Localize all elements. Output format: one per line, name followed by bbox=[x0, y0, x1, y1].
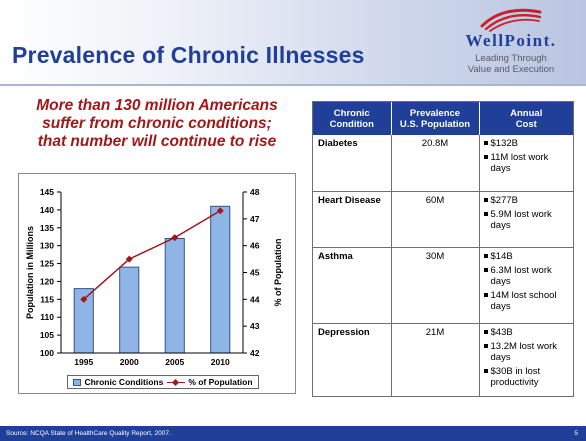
headline: More than 130 million Americans suffer f… bbox=[28, 97, 286, 151]
y-tick-label: 140 bbox=[40, 205, 54, 215]
headline-line: suffer from chronic conditions; bbox=[42, 115, 272, 132]
line-point-2000 bbox=[125, 255, 133, 263]
cost-item: $277B bbox=[483, 195, 570, 206]
line-point-1995 bbox=[80, 295, 88, 303]
cost-item: 5.9M lost work days bbox=[483, 209, 570, 231]
cost-item: $132B bbox=[483, 138, 570, 149]
source-note: Source: NCQA State of HealthCare Quality… bbox=[6, 430, 171, 437]
y2-tick-label: 46 bbox=[250, 241, 260, 251]
y2-tick-label: 42 bbox=[250, 348, 260, 358]
bar-2005 bbox=[164, 238, 185, 354]
table-row: Diabetes 20.8M $132B 11M lost work days bbox=[313, 135, 573, 192]
logo-tagline-line: Leading Through bbox=[475, 53, 547, 64]
x-tick-label: 2005 bbox=[165, 357, 184, 367]
logo-tagline-line: Value and Execution bbox=[467, 64, 555, 75]
series-line-percent-population bbox=[83, 210, 221, 300]
cost-item: $30B in lost productivity bbox=[483, 366, 570, 388]
cost-item: 6.3M lost work days bbox=[483, 265, 570, 287]
line-point-2010 bbox=[216, 207, 224, 215]
header-band bbox=[0, 0, 586, 84]
x-tick-label: 1995 bbox=[74, 357, 93, 367]
condition-cell: Diabetes bbox=[313, 135, 392, 192]
cost-cell: $43B 13.2M lost work days $30B in lost p… bbox=[479, 323, 573, 396]
x-tick-label: 2000 bbox=[120, 357, 139, 367]
condition-cell: Asthma bbox=[313, 247, 392, 324]
column-header-condition: Chronic Condition bbox=[313, 102, 392, 135]
header-line: Chronic bbox=[333, 107, 370, 119]
chart-legend: Chronic Conditions % of Population bbox=[67, 375, 259, 389]
logo-swoosh-icon bbox=[480, 8, 542, 32]
logo-tagline: Leading Through Value and Execution bbox=[446, 53, 576, 75]
x-tick-label: 2010 bbox=[211, 357, 230, 367]
cost-item: 13.2M lost work days bbox=[483, 341, 570, 363]
y-tick-label: 120 bbox=[40, 276, 54, 286]
y-tick-label: 100 bbox=[40, 348, 54, 358]
legend-line-marker-icon bbox=[167, 378, 186, 386]
legend-label: % of Population bbox=[188, 377, 253, 387]
y2-tick-label: 45 bbox=[250, 268, 260, 278]
headline-line: that number will continue to rise bbox=[37, 133, 277, 150]
chart-container: 100 105 110 115 120 125 130 135 140 145 42 43 44 45 46… bbox=[18, 173, 296, 394]
legend-bar-swatch-icon bbox=[73, 378, 82, 386]
y2-tick-label: 44 bbox=[250, 294, 260, 304]
bar-2010 bbox=[210, 205, 231, 354]
page-title: Prevalence of Chronic Illnesses bbox=[12, 42, 365, 68]
bar-2000 bbox=[119, 266, 140, 354]
prevalence-cell: 21M bbox=[391, 323, 480, 396]
chronic-conditions-table: Chronic Condition Prevalence U.S. Popula… bbox=[312, 101, 574, 397]
y-tick-label: 125 bbox=[40, 259, 54, 269]
y2-tick-label: 47 bbox=[250, 214, 260, 224]
y-axis-label: Population in Millions bbox=[25, 226, 35, 319]
table-row: Asthma 30M $14B 6.3M lost work days 14M … bbox=[313, 247, 573, 324]
column-header-prevalence: Prevalence U.S. Population bbox=[391, 102, 480, 135]
prevalence-cell: 60M bbox=[391, 191, 480, 248]
table-header-row: Chronic Condition Prevalence U.S. Popula… bbox=[313, 102, 573, 135]
table-row: Heart Disease 60M $277B 5.9M lost work d… bbox=[313, 191, 573, 248]
condition-cell: Depression bbox=[313, 323, 392, 396]
headline-line: More than 130 million Americans bbox=[36, 97, 278, 114]
header-line: Annual bbox=[510, 107, 543, 119]
cost-item: $14B bbox=[483, 251, 570, 262]
cost-cell: $132B 11M lost work days bbox=[479, 135, 573, 192]
y-tick-label: 105 bbox=[40, 330, 54, 340]
cost-item: $43B bbox=[483, 327, 570, 338]
line-point-2005 bbox=[171, 234, 179, 242]
page-number: 5 bbox=[574, 430, 578, 437]
header-line: U.S. Population bbox=[399, 118, 471, 130]
legend-label: Chronic Conditions bbox=[84, 377, 164, 387]
cost-item: 11M lost work days bbox=[483, 152, 570, 174]
y-tick-label: 115 bbox=[40, 294, 54, 304]
data-table: Chronic Condition Prevalence U.S. Popula… bbox=[313, 102, 573, 396]
y-tick-label: 110 bbox=[40, 312, 54, 322]
prevalence-cell: 20.8M bbox=[391, 135, 480, 192]
header-divider bbox=[0, 84, 586, 86]
footer-band: Source: NCQA State of HealthCare Quality… bbox=[0, 426, 586, 441]
column-header-cost: Annual Cost bbox=[479, 102, 573, 135]
y2-axis-label: % of Population bbox=[273, 239, 283, 307]
y-tick-label: 135 bbox=[40, 223, 54, 233]
wellpoint-logo: WellPoint. Leading Through Value and Exe… bbox=[446, 6, 576, 78]
header-line: Condition bbox=[329, 118, 374, 130]
prevalence-cell: 30M bbox=[391, 247, 480, 324]
combo-chart: 100 105 110 115 120 125 130 135 140 145 42 43 44 45 46… bbox=[25, 187, 283, 367]
cost-cell: $14B 6.3M lost work days 14M lost school… bbox=[479, 247, 573, 324]
condition-cell: Heart Disease bbox=[313, 191, 392, 248]
legend-item-bars: Chronic Conditions bbox=[73, 377, 163, 387]
legend-item-line: % of Population bbox=[167, 377, 253, 387]
header-line: Cost bbox=[515, 118, 537, 130]
y-tick-label: 130 bbox=[40, 241, 54, 251]
header-line: Prevalence bbox=[409, 107, 461, 119]
table-row: Depression 21M $43B 13.2M lost work days… bbox=[313, 323, 573, 396]
y2-tick-label: 48 bbox=[250, 187, 260, 197]
cost-item: 14M lost school days bbox=[483, 290, 570, 312]
cost-cell: $277B 5.9M lost work days bbox=[479, 191, 573, 248]
y-tick-label: 145 bbox=[40, 187, 54, 197]
logo-wordmark: WellPoint. bbox=[465, 31, 557, 50]
y2-tick-label: 43 bbox=[250, 321, 260, 331]
